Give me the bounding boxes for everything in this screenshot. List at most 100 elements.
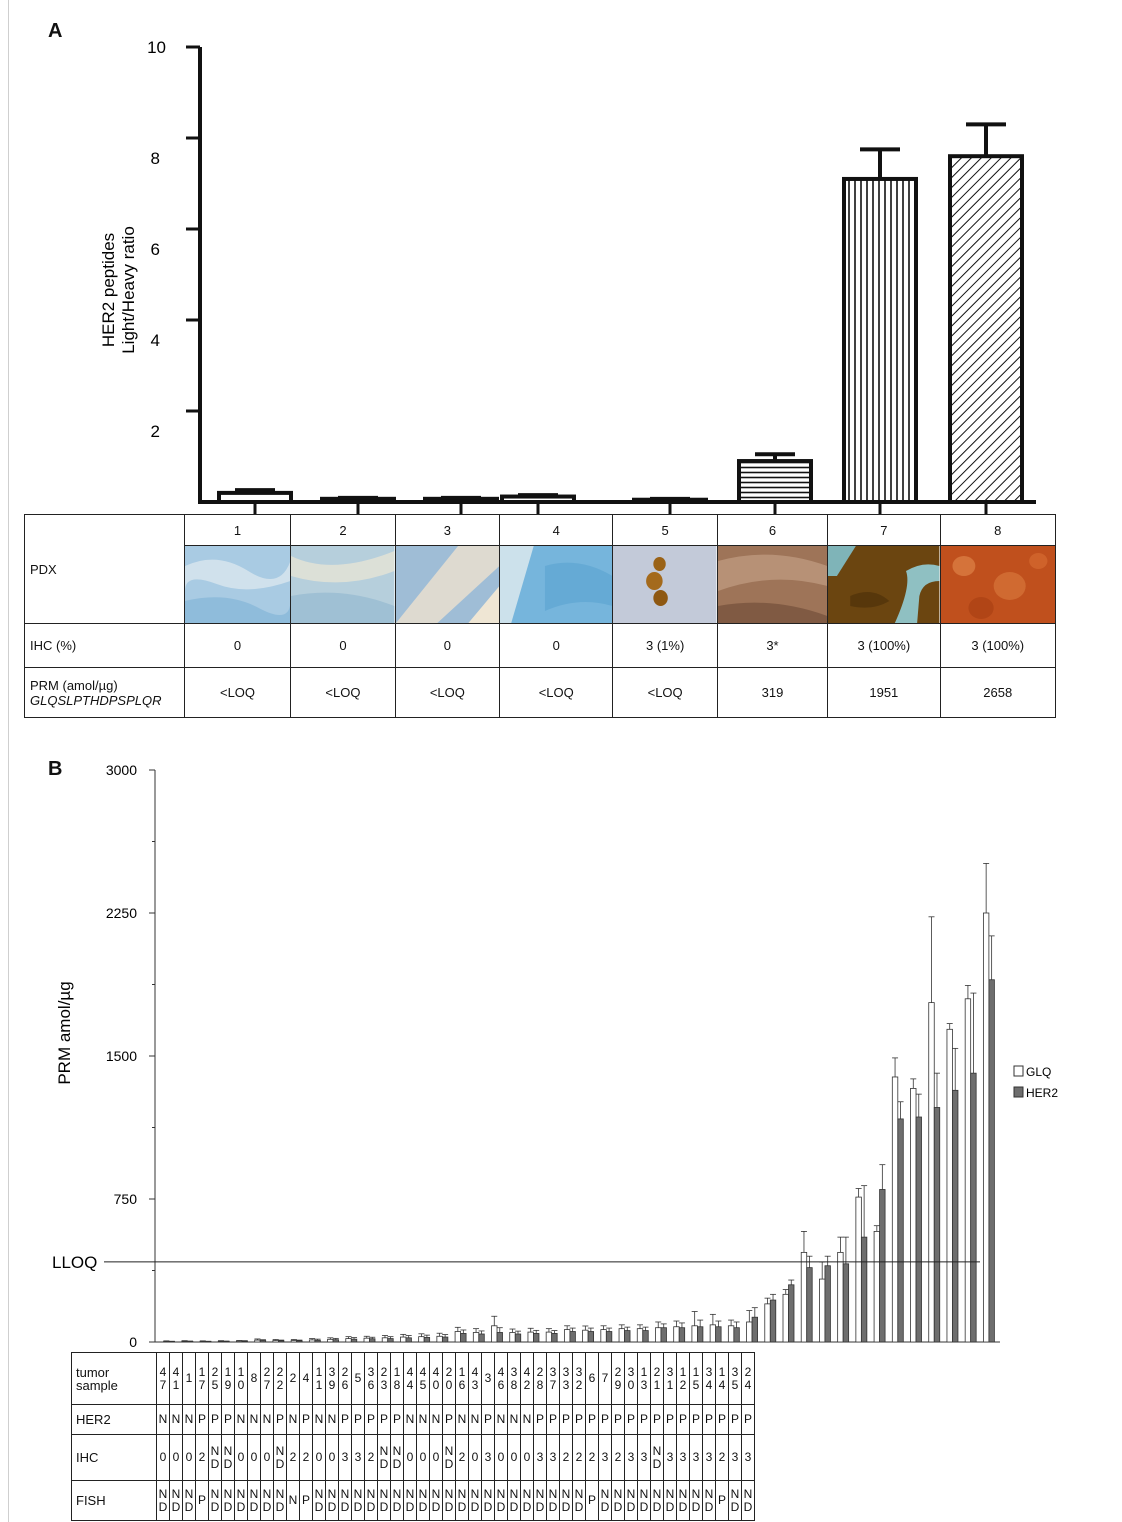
ihc-value: 0 xyxy=(499,623,614,668)
ihc-value: 0 xyxy=(290,623,396,668)
bar-her2 xyxy=(697,1326,704,1343)
ihc-score-cell: 3 xyxy=(741,1434,755,1481)
ihc-value: 3* xyxy=(716,623,829,668)
her2-status-cell: P xyxy=(481,1404,495,1435)
pdx-id: 3 xyxy=(394,514,501,546)
bar-her2 xyxy=(423,1337,431,1343)
prm-value: 2658 xyxy=(939,667,1057,718)
ihc-stain-image xyxy=(613,546,717,623)
y-tick-label: 2250 xyxy=(106,905,137,921)
bar-glq xyxy=(272,1340,279,1343)
ihc-score-cell: 3 xyxy=(481,1434,495,1481)
her2-status-cell: N xyxy=(325,1404,339,1435)
sample-grid-body: tumor sample 4 7 4 1 1 1 7 2 5 1 9 1 0 8 2 7 2 2 2 4 1 1 3 9 2 6 5 3 6… xyxy=(71,1352,755,1521)
her2-status-cell: N xyxy=(169,1404,183,1435)
bar-her2 xyxy=(879,1189,886,1343)
fish-status-cell: P xyxy=(299,1480,313,1521)
bar-glq xyxy=(254,1339,261,1343)
ihc-image-5 xyxy=(612,545,718,624)
bar-glq xyxy=(709,1324,717,1343)
bar-her2 xyxy=(168,1341,176,1343)
ihc-score-cell: 0 xyxy=(468,1434,482,1481)
bar-glq xyxy=(891,1076,899,1343)
bar-glq xyxy=(873,1231,880,1343)
bar-her2 xyxy=(478,1333,485,1343)
pdx-id: 6 xyxy=(716,514,829,546)
prm-value: 319 xyxy=(716,667,829,718)
her2-status-cell: P xyxy=(572,1404,586,1435)
bar-her2 xyxy=(642,1330,649,1343)
bar-her2 xyxy=(915,1116,922,1343)
prm-label-peptide: GLQSLPTHDPSPLQR xyxy=(30,692,162,708)
her2-status-cell: N xyxy=(468,1404,482,1435)
her2-status-cell: N xyxy=(182,1404,196,1435)
bar-her2 xyxy=(660,1327,667,1343)
her2-status-cell: P xyxy=(650,1404,664,1435)
her2-status-cell: P xyxy=(273,1404,287,1435)
ihc-image-8 xyxy=(939,545,1057,624)
chart-a-ylabel-line1: HER2 peptides xyxy=(99,233,118,347)
her2-status-cell: P xyxy=(637,1404,651,1435)
bar-her2 xyxy=(460,1333,467,1343)
her2-status-cell: N xyxy=(247,1404,261,1435)
her2-status-cell: P xyxy=(689,1404,703,1435)
bar-her2 xyxy=(223,1341,230,1343)
bar-glq xyxy=(454,1331,461,1343)
prm-label: PRM (amol/µg) GLQSLPTHDPSPLQR xyxy=(24,667,185,718)
bar-glq xyxy=(327,1338,334,1343)
fish-status-cell: P xyxy=(715,1480,729,1521)
bar-her2 xyxy=(970,1072,977,1343)
panel-b-letter: B xyxy=(48,758,63,780)
her2-status-row: HER2 N N N P P P N N N P N P N N P P P P P N N N P N N P N N N P P P P P P P… xyxy=(71,1404,755,1435)
panel-a-letter: A xyxy=(48,20,63,42)
y-tick-label: 3000 xyxy=(106,762,137,778)
ihc-score-cell: 0 xyxy=(234,1434,248,1481)
chart-a: 2 4 6 8 10 HER2 peptides Light/Heavy ratio xyxy=(99,38,1036,514)
her2-status-cell: N xyxy=(507,1404,521,1435)
her2-status-cell: P xyxy=(702,1404,716,1435)
tumor-sample-cell: 1 xyxy=(182,1352,196,1405)
bar-glq xyxy=(618,1328,625,1343)
bar-glq xyxy=(819,1278,826,1343)
ihc-score-cell: 2 xyxy=(195,1434,209,1481)
her2-status-cell: P xyxy=(351,1404,365,1435)
ihc-image-2 xyxy=(290,545,396,624)
bar-her2 xyxy=(824,1265,831,1343)
bar-her2 xyxy=(259,1340,267,1343)
ihc-score-cell: 3 xyxy=(637,1434,651,1481)
her2-status-cell: P xyxy=(546,1404,560,1435)
ihc-score-cell: 3 xyxy=(598,1434,612,1481)
bar-her2 xyxy=(241,1340,248,1343)
y-tick-label: 0 xyxy=(129,1334,137,1350)
bar-her2 xyxy=(806,1267,813,1343)
prm-value: <LOQ xyxy=(394,667,501,718)
bar-glq xyxy=(855,1196,862,1343)
pdx-label: PDX xyxy=(24,514,185,624)
ihc-stain-image xyxy=(395,546,500,623)
ihc-score-cell: 2 xyxy=(286,1434,300,1481)
